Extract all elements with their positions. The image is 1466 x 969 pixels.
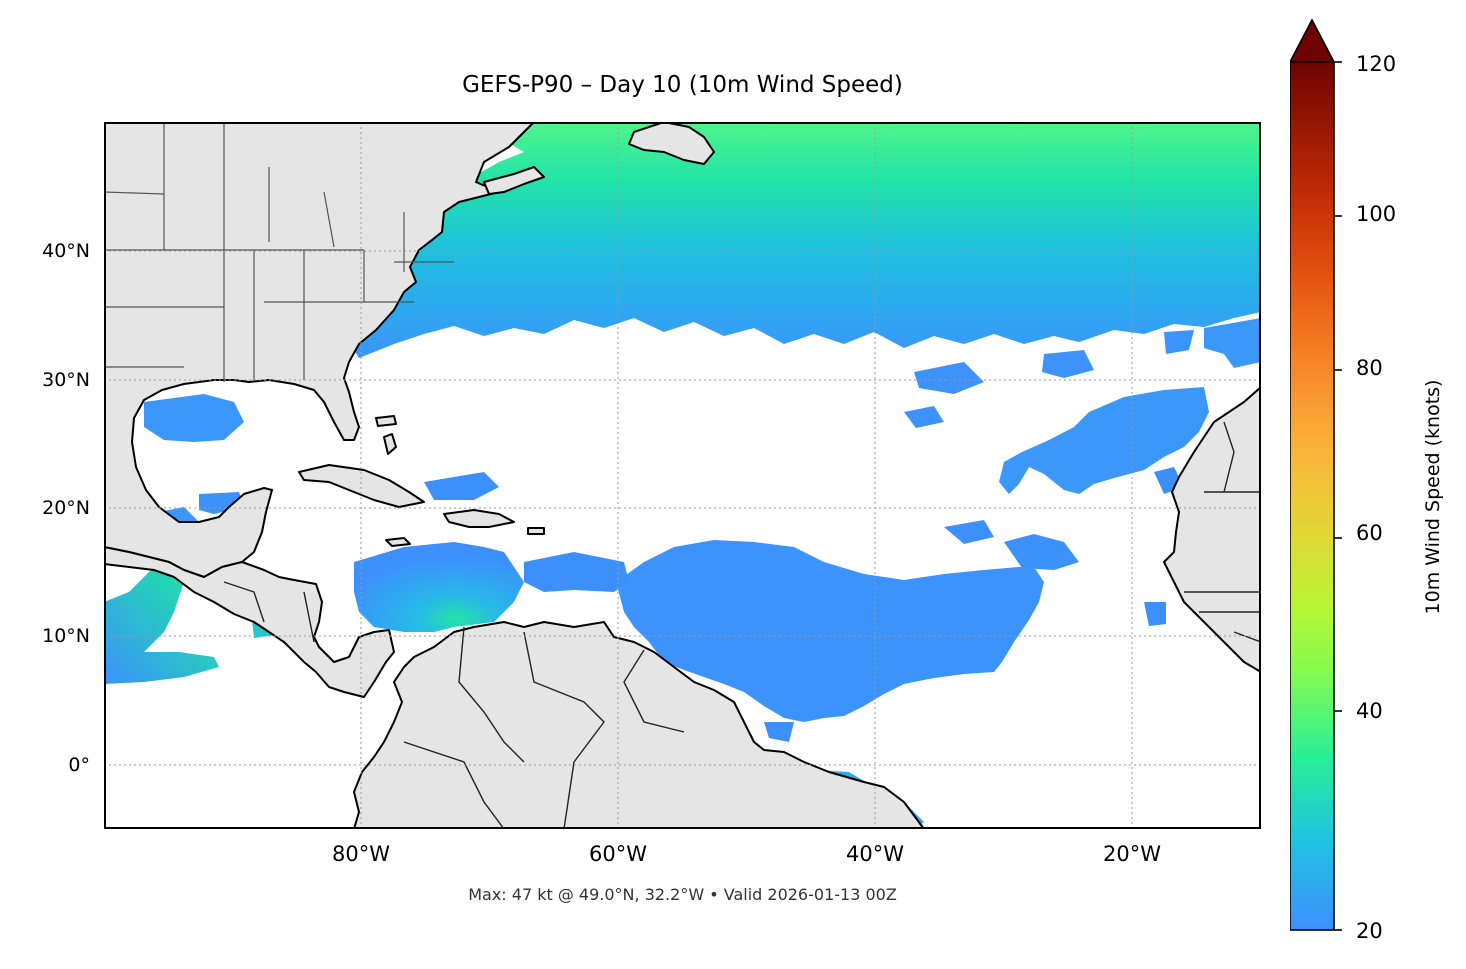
lon-tick-80w: 80°W — [332, 842, 390, 866]
lat-tick-40n: 40°N — [42, 240, 90, 262]
lat-tick-20n: 20°N — [42, 497, 90, 519]
borders — [104, 122, 454, 382]
colorbar-tick-20: 20 — [1356, 919, 1383, 943]
max-info-footer: Max: 47 kt @ 49.0°N, 32.2°W • Valid 2026… — [468, 885, 897, 904]
wind-field — [104, 122, 1261, 829]
wind-speed-map — [104, 122, 1261, 829]
colorbar-tick-60: 60 — [1356, 521, 1383, 545]
colorbar — [1288, 16, 1370, 936]
colorbar-tick-100: 100 — [1356, 202, 1397, 226]
lon-tick-60w: 60°W — [589, 842, 647, 866]
lat-tick-30n: 30°N — [42, 369, 90, 391]
lon-tick-20w: 20°W — [1103, 842, 1161, 866]
plot-title: GEFS-P90 – Day 10 (10m Wind Speed) — [462, 72, 903, 98]
colorbar-tick-80: 80 — [1356, 356, 1383, 380]
land — [104, 122, 1261, 829]
map-frame — [104, 122, 1261, 829]
map-panel — [104, 122, 1261, 829]
colorbar-tick-40: 40 — [1356, 699, 1383, 723]
lat-tick-0: 0° — [68, 754, 90, 776]
colorbar-tick-120: 120 — [1356, 52, 1397, 76]
borders-central-sa — [223, 421, 1261, 829]
colorbar-label: 10m Wind Speed (knots) — [1422, 379, 1444, 615]
lat-tick-10n: 10°N — [42, 625, 90, 647]
lon-tick-40w: 40°W — [846, 842, 904, 866]
colorbar-extend-arrow — [1288, 18, 1336, 63]
